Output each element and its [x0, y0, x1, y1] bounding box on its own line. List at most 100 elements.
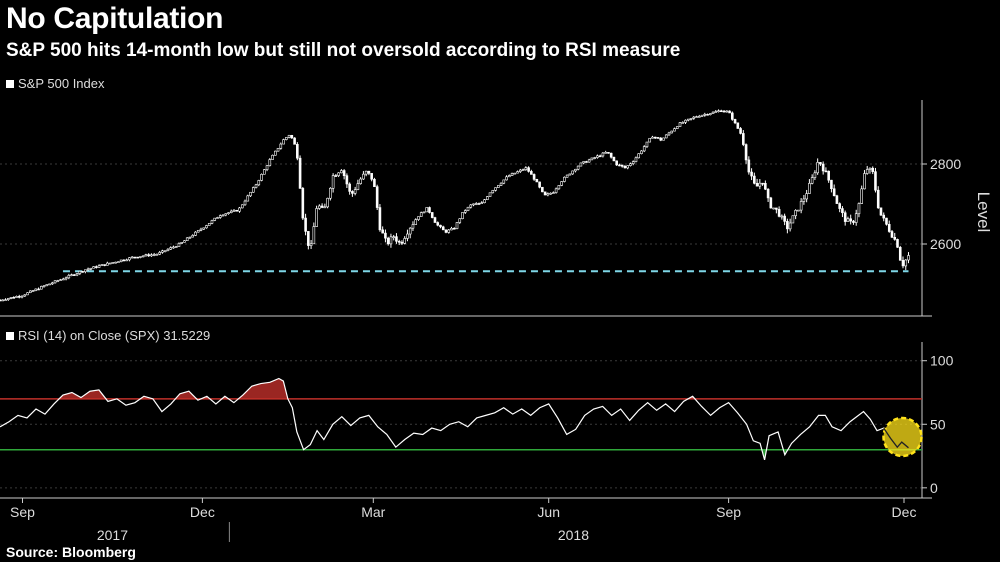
candle-body	[271, 154, 274, 160]
latest-rsi-highlight	[882, 416, 923, 458]
candle-body	[904, 259, 908, 267]
candle-body	[304, 217, 307, 232]
candle-body	[890, 231, 894, 238]
candle-body	[857, 203, 861, 215]
candle-body	[183, 240, 186, 243]
candle-body	[163, 250, 167, 252]
candle-body	[736, 122, 740, 129]
candle-body	[582, 161, 585, 164]
candle-body	[144, 254, 148, 257]
candle-body	[472, 203, 475, 206]
candle-body	[309, 243, 313, 246]
candle-body	[117, 261, 120, 263]
candle-body	[706, 113, 709, 116]
candle-body	[557, 185, 561, 190]
price-tick-label: 2600	[930, 236, 961, 252]
candle-body	[711, 111, 715, 114]
candle-body	[56, 280, 60, 282]
candle-body	[251, 187, 255, 193]
candle-body	[326, 197, 329, 208]
candle-body	[601, 152, 605, 157]
candle-body	[519, 169, 522, 172]
candle-body	[565, 174, 569, 178]
candle-body	[384, 232, 387, 239]
candle-body	[188, 236, 192, 239]
candle-body	[439, 224, 442, 228]
candle-body	[885, 217, 888, 225]
candle-body	[609, 152, 613, 158]
candle-body	[207, 223, 211, 226]
candle-body	[268, 159, 272, 167]
candle-body	[681, 122, 685, 124]
candle-body	[180, 242, 184, 244]
candle-body	[797, 209, 800, 212]
candle-body	[497, 185, 500, 188]
candle-body	[78, 271, 82, 274]
candle-body	[397, 240, 401, 243]
candle-body	[879, 207, 883, 216]
candle-body	[42, 285, 46, 288]
candle-body	[629, 163, 632, 166]
candle-body	[695, 116, 698, 118]
candle-body	[623, 165, 627, 169]
candle-body	[510, 173, 514, 176]
candle-body	[554, 188, 558, 193]
candle-body	[441, 226, 445, 231]
candle-body	[714, 111, 718, 113]
candle-body	[213, 217, 217, 221]
candle-body	[708, 113, 712, 115]
candle-body	[75, 273, 79, 276]
chart-subtitle: S&P 500 hits 14-month low but still not …	[6, 40, 681, 61]
candle-body	[373, 178, 376, 187]
source-note: Source: Bloomberg	[6, 544, 136, 560]
candle-body	[81, 271, 84, 273]
candle-body	[106, 262, 109, 266]
candle-body	[452, 227, 456, 230]
candle-body	[320, 205, 324, 208]
price-y-axis-label: Level	[974, 192, 993, 233]
candle-body	[331, 175, 335, 189]
candle-body	[618, 164, 621, 167]
candle-body	[620, 164, 624, 167]
candle-body	[607, 152, 610, 154]
overbought-fill	[59, 378, 695, 399]
candle-body	[254, 184, 258, 188]
candle-body	[887, 224, 891, 232]
candle-body	[0, 299, 2, 302]
rsi-panel: 0 50 100	[0, 342, 954, 498]
candle-body	[593, 157, 596, 159]
candle-body	[532, 174, 536, 180]
candle-body	[224, 213, 228, 216]
candle-body	[417, 216, 420, 220]
price-panel: 2600 2800 Level	[0, 100, 993, 317]
candle-body	[119, 259, 123, 262]
candle-body	[290, 134, 294, 139]
candle-body	[392, 236, 395, 238]
candle-body	[513, 172, 517, 175]
candle-body	[196, 230, 200, 233]
candle-body	[428, 207, 431, 213]
candle-body	[249, 191, 252, 197]
candle-body	[9, 297, 13, 299]
candle-body	[185, 237, 189, 242]
candle-body	[469, 204, 473, 208]
candle-body	[783, 215, 786, 222]
candle-body	[461, 212, 464, 220]
candle-body	[868, 167, 872, 170]
candle-body	[527, 167, 530, 172]
candle-body	[491, 190, 495, 194]
candle-body	[466, 206, 470, 211]
candle-body	[28, 290, 32, 294]
candle-body	[719, 110, 723, 113]
candle-body	[235, 209, 239, 212]
candle-body	[697, 116, 701, 118]
candle-body	[841, 208, 844, 214]
candle-body	[232, 209, 236, 212]
candle-body	[813, 172, 817, 178]
candle-body	[516, 171, 519, 174]
candle-body	[128, 257, 131, 261]
candle-body	[653, 136, 657, 139]
candle-body	[744, 144, 748, 161]
price-legend: S&P 500 Index	[6, 76, 105, 91]
candle-body	[576, 165, 580, 170]
